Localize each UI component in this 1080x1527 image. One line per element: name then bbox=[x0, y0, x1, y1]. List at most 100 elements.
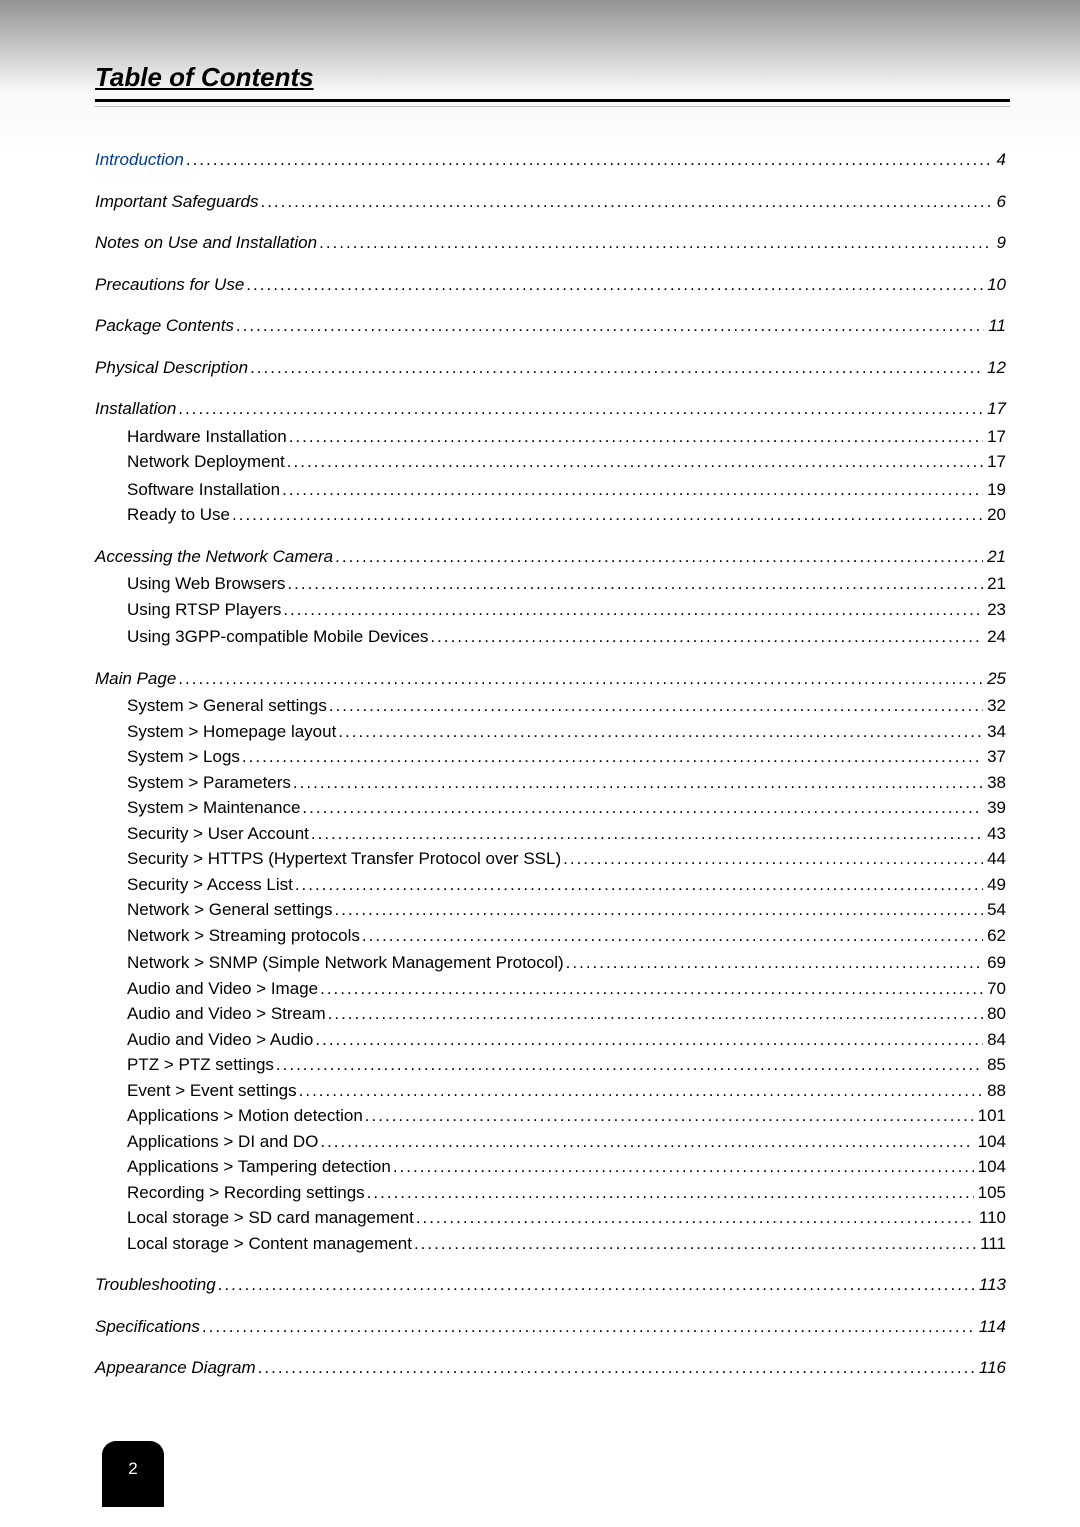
toc-entry-label: Local storage > Content management bbox=[127, 1231, 412, 1257]
toc-section[interactable]: Precautions for Use 10 bbox=[95, 272, 1006, 298]
toc-entry-page: 24 bbox=[985, 624, 1006, 650]
toc-section[interactable]: Specifications 114 bbox=[95, 1314, 1006, 1340]
toc-entry-page: 39 bbox=[985, 795, 1006, 821]
toc-subsection[interactable]: Software Installation 19 bbox=[127, 477, 1006, 503]
toc-leader-dots bbox=[276, 1052, 983, 1078]
toc-entry-label: PTZ > PTZ settings bbox=[127, 1052, 274, 1078]
toc-subsection[interactable]: PTZ > PTZ settings 85 bbox=[127, 1052, 1006, 1078]
toc-subsection[interactable]: Local storage > SD card management 110 bbox=[127, 1205, 1006, 1231]
toc-section[interactable]: Installation 17 bbox=[95, 396, 1006, 422]
sub-rule bbox=[95, 106, 1010, 107]
toc-leader-dots bbox=[242, 744, 983, 770]
toc-subsection[interactable]: Event > Event settings 88 bbox=[127, 1078, 1006, 1104]
toc-section[interactable]: Accessing the Network Camera 21 bbox=[95, 544, 1006, 570]
toc-subsection[interactable]: Applications > Motion detection 101 bbox=[127, 1103, 1006, 1129]
toc-leader-dots bbox=[299, 1078, 983, 1104]
toc-entry-label: Specifications bbox=[95, 1314, 200, 1340]
toc-entry-label: Using Web Browsers bbox=[127, 571, 285, 597]
toc-leader-dots bbox=[566, 950, 983, 976]
toc-entry-page: 19 bbox=[985, 477, 1006, 503]
toc-leader-dots bbox=[563, 846, 983, 872]
toc-entry-label: Applications > Tampering detection bbox=[127, 1154, 391, 1180]
toc-entry-label: Applications > Motion detection bbox=[127, 1103, 363, 1129]
toc-subsection[interactable]: Audio and Video > Stream 80 bbox=[127, 1001, 1006, 1027]
toc-section[interactable]: Notes on Use and Installation 9 bbox=[95, 230, 1006, 256]
toc-entry-page: 88 bbox=[985, 1078, 1006, 1104]
toc-subsection[interactable]: Audio and Video > Image 70 bbox=[127, 976, 1006, 1002]
toc-subsection[interactable]: Network > SNMP (Simple Network Managemen… bbox=[127, 950, 1006, 976]
toc-section[interactable]: Introduction 4 bbox=[95, 147, 1006, 173]
toc-subsection[interactable]: System > Parameters 38 bbox=[127, 770, 1006, 796]
toc-entry-label: Network > Streaming protocols bbox=[127, 923, 360, 949]
toc-subsection[interactable]: Network Deployment 17 bbox=[127, 449, 1006, 475]
toc-entry-page: 69 bbox=[985, 950, 1006, 976]
toc-section[interactable]: Main Page 25 bbox=[95, 666, 1006, 692]
toc-subsection[interactable]: Security > Access List 49 bbox=[127, 872, 1006, 898]
toc-subsection[interactable]: System > Homepage layout 34 bbox=[127, 719, 1006, 745]
toc-entry-label: Ready to Use bbox=[127, 502, 230, 528]
toc-subsection[interactable]: Security > HTTPS (Hypertext Transfer Pro… bbox=[127, 846, 1006, 872]
toc-leader-dots bbox=[320, 1129, 973, 1155]
toc-section[interactable]: Package Contents 11 bbox=[95, 313, 1006, 339]
toc-entry-page: 113 bbox=[977, 1272, 1006, 1298]
toc-entry-label: Security > HTTPS (Hypertext Transfer Pro… bbox=[127, 846, 561, 872]
toc-leader-dots bbox=[302, 795, 983, 821]
toc-subsection[interactable]: Local storage > Content management 111 bbox=[127, 1231, 1006, 1257]
toc-subsection[interactable]: Using RTSP Players 23 bbox=[127, 597, 1006, 623]
title-rule bbox=[95, 99, 1010, 102]
toc-leader-dots bbox=[289, 424, 983, 450]
toc-entry-page: 62 bbox=[985, 923, 1006, 949]
toc-entry-page: 11 bbox=[986, 313, 1006, 339]
toc-subsection[interactable]: Audio and Video > Audio 84 bbox=[127, 1027, 1006, 1053]
toc-entry-page: 10 bbox=[985, 272, 1006, 298]
toc-entry-label: Network Deployment bbox=[127, 449, 285, 475]
toc-section[interactable]: Appearance Diagram 116 bbox=[95, 1355, 1006, 1381]
toc-subsection[interactable]: Hardware Installation 17 bbox=[127, 424, 1006, 450]
toc-entry-label: Security > User Account bbox=[127, 821, 309, 847]
toc-section[interactable]: Physical Description 12 bbox=[95, 355, 1006, 381]
page-number-tab: 2 bbox=[102, 1441, 164, 1507]
toc-entry-page: 32 bbox=[985, 693, 1006, 719]
toc-entry-page: 101 bbox=[976, 1103, 1006, 1129]
toc-leader-dots bbox=[320, 976, 983, 1002]
toc-entry-page: 21 bbox=[985, 544, 1006, 570]
toc-subsection[interactable]: Using Web Browsers 21 bbox=[127, 571, 1006, 597]
toc-leader-dots bbox=[416, 1205, 975, 1231]
toc-entry-page: 70 bbox=[985, 976, 1006, 1002]
toc-leader-dots bbox=[365, 1103, 974, 1129]
toc-entry-label: Physical Description bbox=[95, 355, 248, 381]
toc-entry-label: Security > Access List bbox=[127, 872, 293, 898]
toc-entry-label: Appearance Diagram bbox=[95, 1355, 256, 1381]
toc-section[interactable]: Important Safeguards 6 bbox=[95, 189, 1006, 215]
toc-entry-page: 21 bbox=[985, 571, 1006, 597]
toc-section[interactable]: Troubleshooting 113 bbox=[95, 1272, 1006, 1298]
toc-subsection[interactable]: Using 3GPP-compatible Mobile Devices 24 bbox=[127, 624, 1006, 650]
toc-subsection[interactable]: Applications > Tampering detection 104 bbox=[127, 1154, 1006, 1180]
toc-entry-page: 105 bbox=[976, 1180, 1006, 1206]
toc-leader-dots bbox=[178, 666, 983, 692]
toc-subsection[interactable]: Network > General settings 54 bbox=[127, 897, 1006, 923]
toc-subsection[interactable]: Recording > Recording settings 105 bbox=[127, 1180, 1006, 1206]
toc-entry-label: Installation bbox=[95, 396, 176, 422]
toc-leader-dots bbox=[283, 597, 983, 623]
toc-subsection[interactable]: System > General settings 32 bbox=[127, 693, 1006, 719]
toc-entry-page: 23 bbox=[985, 597, 1006, 623]
toc-subsection[interactable]: Ready to Use 20 bbox=[127, 502, 1006, 528]
toc-leader-dots bbox=[202, 1314, 975, 1340]
toc-entry-page: 110 bbox=[977, 1205, 1006, 1231]
toc-entry-page: 9 bbox=[995, 230, 1006, 256]
toc-entry-label: System > Maintenance bbox=[127, 795, 300, 821]
toc-subsection[interactable]: System > Maintenance 39 bbox=[127, 795, 1006, 821]
toc-subsection[interactable]: Security > User Account 43 bbox=[127, 821, 1006, 847]
toc-entry-label: Main Page bbox=[95, 666, 176, 692]
toc-entry-label: Audio and Video > Audio bbox=[127, 1027, 313, 1053]
toc-leader-dots bbox=[178, 396, 983, 422]
toc-entry-label: Local storage > SD card management bbox=[127, 1205, 414, 1231]
toc-leader-dots bbox=[258, 1355, 975, 1381]
toc-subsection[interactable]: Network > Streaming protocols 62 bbox=[127, 923, 1006, 949]
toc-leader-dots bbox=[362, 923, 983, 949]
toc-entry-page: 104 bbox=[976, 1129, 1006, 1155]
toc-leader-dots bbox=[315, 1027, 983, 1053]
toc-subsection[interactable]: Applications > DI and DO 104 bbox=[127, 1129, 1006, 1155]
toc-subsection[interactable]: System > Logs 37 bbox=[127, 744, 1006, 770]
